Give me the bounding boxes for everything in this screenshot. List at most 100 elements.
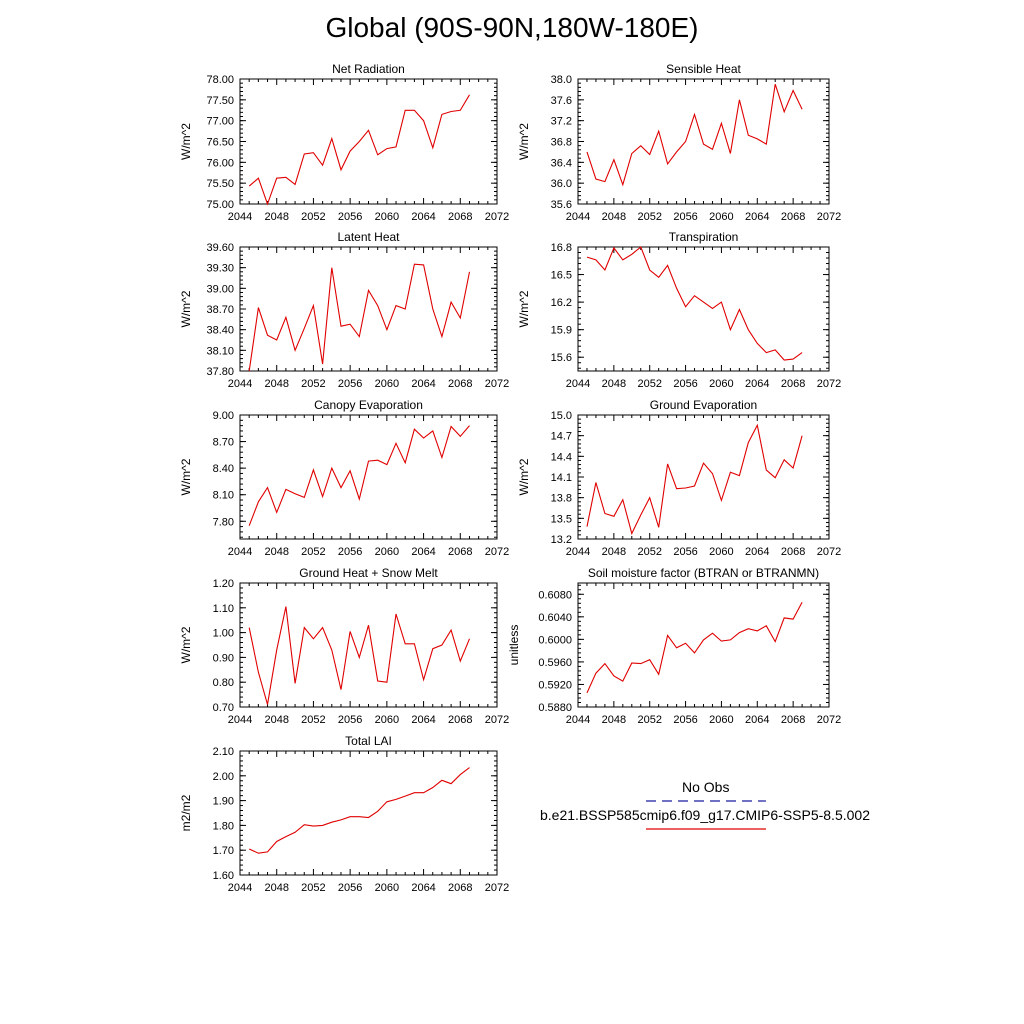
plot-frame	[577, 414, 830, 540]
series-line	[586, 423, 803, 536]
x-tick-label: 2064	[745, 211, 769, 223]
y-tick-label: 1.10	[213, 603, 234, 615]
x-tick-label: 2044	[228, 882, 252, 894]
x-tick-label: 2044	[228, 546, 252, 558]
x-tick-label: 2044	[228, 378, 252, 390]
y-tick-label: 76.00	[206, 157, 234, 169]
x-tick-label: 2060	[375, 882, 399, 894]
x-tick-label: 2068	[448, 211, 472, 223]
series-line	[248, 425, 470, 526]
plot-frame	[239, 750, 498, 876]
y-tick-label: 14.7	[551, 431, 572, 443]
x-tick-label: 2060	[375, 546, 399, 558]
y-tick-label: 16.2	[551, 297, 572, 309]
y-tick-label: 0.90	[213, 652, 234, 664]
y-tick-label: 16.5	[551, 270, 572, 282]
x-tick-label: 2048	[602, 546, 626, 558]
y-tick-label: 36.4	[551, 157, 572, 169]
x-tick-label: 2044	[566, 546, 590, 558]
chart-soil-moisture-factor-btran-or-btranmn: Soil moisture factor (BTRAN or BTRANMN) u…	[507, 566, 841, 726]
chart-title: Net Radiation	[332, 62, 405, 76]
x-tick-label: 2064	[745, 378, 769, 390]
series-line	[586, 601, 803, 694]
x-tick-label: 2048	[264, 546, 288, 558]
y-axis-label: W/m^2	[517, 458, 531, 495]
plot-frame	[577, 582, 830, 708]
chart-title: Latent Heat	[337, 230, 400, 244]
x-tick-label: 2052	[637, 378, 661, 390]
x-tick-label: 2072	[485, 882, 509, 894]
y-tick-label: 1.90	[213, 796, 234, 808]
x-tick-label: 2048	[264, 882, 288, 894]
chart-ground-evaporation: Ground Evaporation W/m^2 2044 2048 2052 2056 2…	[517, 398, 841, 558]
y-tick-label: 9.00	[213, 410, 234, 422]
x-tick-label: 2056	[673, 714, 697, 726]
x-tick-label: 2052	[637, 546, 661, 558]
y-tick-label: 76.50	[206, 137, 234, 149]
series-line	[586, 84, 803, 187]
series-line	[586, 246, 803, 361]
y-axis-label: W/m^2	[517, 123, 531, 160]
y-tick-label: 0.70	[213, 702, 234, 714]
page-title: Global (90S-90N,180W-180E)	[325, 12, 699, 43]
x-tick-label: 2052	[301, 882, 325, 894]
series-line	[248, 606, 471, 705]
y-axis-label: m2/m2	[179, 794, 193, 831]
y-tick-label: 37.80	[206, 366, 234, 378]
x-tick-label: 2056	[673, 546, 697, 558]
y-tick-label: 13.2	[551, 534, 572, 546]
plot-frame	[239, 582, 498, 708]
chart-net-radiation: Net Radiation W/m^2 2044 2048 2052 2056 2060 20…	[179, 62, 509, 223]
y-tick-label: 39.60	[206, 242, 234, 254]
x-tick-label: 2072	[817, 378, 841, 390]
x-tick-label: 2068	[448, 714, 472, 726]
y-axis-label: W/m^2	[179, 290, 193, 327]
x-tick-label: 2052	[637, 714, 661, 726]
y-tick-label: 16.8	[551, 242, 572, 254]
x-tick-label: 2060	[375, 211, 399, 223]
y-tick-label: 2.10	[213, 746, 234, 758]
y-tick-label: 0.5880	[538, 702, 572, 714]
y-tick-label: 7.80	[213, 516, 234, 528]
x-tick-label: 2064	[411, 882, 435, 894]
x-tick-label: 2068	[448, 378, 472, 390]
y-tick-label: 15.0	[551, 410, 572, 422]
x-tick-label: 2060	[709, 378, 733, 390]
chart-title: Ground Evaporation	[650, 398, 757, 412]
y-tick-label: 36.8	[551, 137, 572, 149]
x-tick-label: 2068	[448, 882, 472, 894]
x-tick-label: 2064	[411, 546, 435, 558]
x-tick-label: 2044	[566, 378, 590, 390]
y-tick-label: 1.20	[213, 578, 234, 590]
y-tick-label: 0.80	[213, 677, 234, 689]
chart-canopy-evaporation: Canopy Evaporation W/m^2 2044 2048 2052 2056 2…	[179, 398, 509, 558]
y-tick-label: 37.2	[551, 116, 572, 128]
y-tick-label: 0.6080	[538, 589, 572, 601]
y-tick-label: 14.4	[551, 451, 572, 463]
y-tick-label: 0.5920	[538, 679, 572, 691]
x-tick-label: 2064	[411, 378, 435, 390]
y-axis-label: W/m^2	[179, 458, 193, 495]
y-tick-label: 1.00	[213, 628, 234, 640]
y-tick-label: 0.5960	[538, 657, 572, 669]
x-tick-label: 2048	[264, 211, 288, 223]
y-tick-label: 14.1	[551, 472, 572, 484]
series-line	[248, 94, 470, 206]
y-axis-label: W/m^2	[517, 290, 531, 327]
x-tick-label: 2056	[338, 546, 362, 558]
y-tick-label: 13.8	[551, 493, 572, 505]
y-tick-label: 77.50	[206, 95, 234, 107]
x-tick-label: 2064	[745, 546, 769, 558]
y-tick-label: 75.50	[206, 178, 234, 190]
x-tick-label: 2068	[781, 378, 805, 390]
chart-sensible-heat: Sensible Heat W/m^2 2044 2048 2052 2056 2060 20…	[517, 62, 841, 223]
x-tick-label: 2048	[602, 378, 626, 390]
chart-title: Sensible Heat	[666, 62, 741, 76]
x-tick-label: 2072	[485, 378, 509, 390]
x-tick-label: 2044	[228, 211, 252, 223]
plot-frame	[239, 78, 498, 205]
y-tick-label: 37.6	[551, 95, 572, 107]
x-tick-label: 2068	[781, 546, 805, 558]
x-tick-label: 2056	[338, 211, 362, 223]
